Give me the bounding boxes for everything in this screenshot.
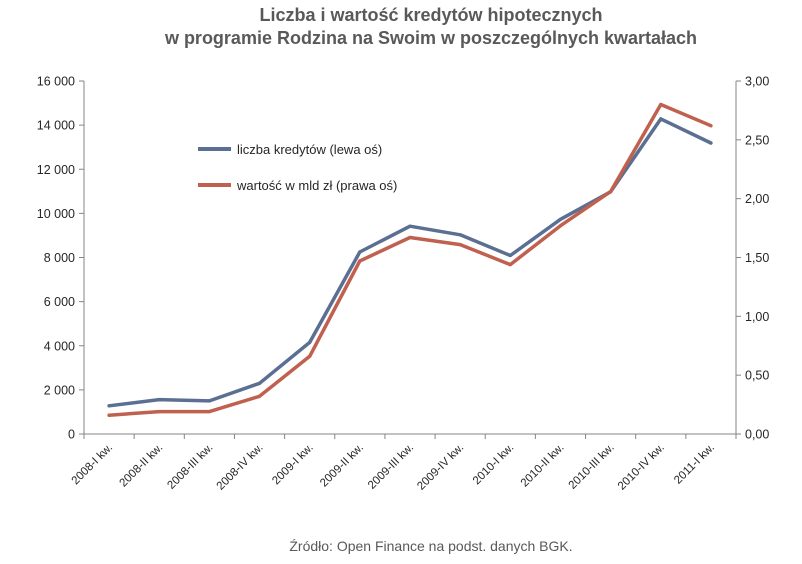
- x-tick-label: 2010-I kw.: [471, 442, 517, 488]
- chart-title-line-1: Liczba i wartość kredytów hipotecznych: [259, 5, 602, 25]
- data-point-value: [458, 243, 462, 247]
- series-line-count: [107, 117, 713, 408]
- x-tick-label: 2008-II kw.: [118, 442, 166, 490]
- data-point-count: [558, 217, 563, 221]
- legend-label-count: liczba kredytów (lewa oś): [237, 142, 382, 157]
- data-point-count: [659, 117, 663, 121]
- series-line-value: [107, 102, 713, 417]
- left-tick-label: 8 000: [44, 251, 75, 265]
- data-point-count: [358, 250, 362, 254]
- data-point-value: [257, 394, 262, 398]
- data-point-count: [408, 224, 412, 228]
- x-tick-label: 2009-III kw.: [366, 442, 416, 492]
- data-point-value: [207, 410, 211, 414]
- legend: liczba kredytów (lewa oś) wartość w mld …: [198, 142, 397, 193]
- data-point-value: [709, 124, 713, 128]
- x-tick-label: 2009-IV kw.: [415, 442, 466, 493]
- x-axis-ticks: 2008-I kw. 2008-II kw. 2008-III kw. 2008-IV…: [70, 434, 737, 493]
- x-tick-label: 2008-I kw.: [70, 442, 116, 488]
- left-tick-label: 4 000: [44, 339, 75, 353]
- data-point-value: [408, 235, 412, 240]
- data-point-count: [308, 340, 312, 344]
- left-tick-label: 14 000: [37, 119, 75, 133]
- left-axis-ticks: 0 2 000 4 000 6 000 8 000 10 000 12 000 14 000 1…: [37, 75, 84, 442]
- data-point-count: [207, 399, 211, 403]
- x-tick-label: 2010-III kw.: [567, 442, 617, 492]
- x-tick-label: 2010-II kw.: [519, 442, 567, 490]
- series-lines: [107, 102, 713, 417]
- data-point-value: [508, 263, 512, 267]
- data-point-count: [257, 381, 262, 385]
- data-point-count: [458, 233, 462, 237]
- data-point-value: [609, 190, 613, 194]
- left-tick-label: 2 000: [44, 383, 75, 397]
- right-axis-ticks: 0,00 0,50 1,00 1,50 2,00 2,50 3,00: [736, 75, 769, 442]
- chart-title-line-2: w programie Rodzina na Swoim w poszczegó…: [164, 28, 697, 48]
- data-point-count: [157, 398, 161, 402]
- right-tick-label: 1,00: [745, 310, 769, 324]
- x-tick-label: 2009-I kw.: [270, 442, 316, 488]
- legend-label-value: wartość w mld zł (prawa oś): [236, 178, 397, 193]
- data-point-value: [107, 413, 111, 417]
- left-tick-label: 10 000: [37, 207, 75, 221]
- x-tick-label: 2010-IV kw.: [616, 442, 667, 493]
- x-tick-label: 2008-III kw.: [165, 442, 215, 492]
- left-tick-label: 16 000: [37, 75, 75, 89]
- left-tick-label: 12 000: [37, 163, 75, 177]
- x-tick-label: 2009-II kw.: [318, 442, 366, 490]
- data-point-value: [358, 259, 362, 263]
- left-tick-label: 0: [68, 428, 75, 442]
- data-point-count: [508, 253, 512, 258]
- data-point-value: [308, 354, 312, 358]
- right-tick-label: 2,00: [745, 192, 769, 206]
- x-tick-label: 2011-I kw.: [672, 442, 717, 487]
- right-tick-label: 0,50: [745, 369, 769, 383]
- x-tick-label: 2008-IV kw.: [215, 442, 266, 493]
- right-tick-label: 2,50: [745, 133, 769, 147]
- data-point-value: [157, 410, 161, 414]
- data-point-value: [558, 224, 563, 228]
- data-point-value: [659, 102, 663, 107]
- right-tick-label: 0,00: [745, 428, 769, 442]
- data-point-count: [709, 141, 713, 145]
- right-tick-label: 1,50: [745, 251, 769, 265]
- axes: [83, 81, 737, 435]
- right-tick-label: 3,00: [745, 75, 769, 89]
- source-note: Źródło: Open Finance na podst. danych BG…: [289, 538, 572, 554]
- left-tick-label: 6 000: [44, 295, 75, 309]
- data-point-count: [107, 404, 111, 408]
